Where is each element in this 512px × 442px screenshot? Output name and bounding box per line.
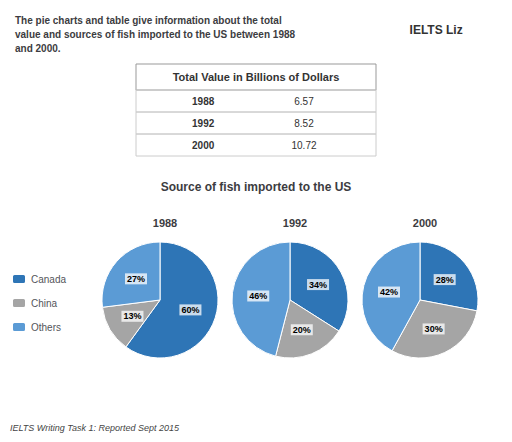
- svg-text:60%: 60%: [181, 305, 199, 315]
- svg-text:10.72: 10.72: [291, 140, 316, 151]
- svg-text:China: China: [31, 298, 58, 309]
- svg-text:2000: 2000: [413, 217, 437, 229]
- svg-text:IELTS Writing Task 1: Reported: IELTS Writing Task 1: Reported Sept 2015: [10, 423, 180, 433]
- svg-text:34%: 34%: [309, 280, 327, 290]
- svg-text:13%: 13%: [123, 311, 141, 321]
- svg-text:Canada: Canada: [31, 274, 66, 285]
- svg-text:28%: 28%: [436, 275, 454, 285]
- svg-text:6.57: 6.57: [294, 96, 314, 107]
- svg-text:1992: 1992: [283, 217, 307, 229]
- svg-text:Source of fish imported to the: Source of fish imported to the US: [161, 180, 352, 194]
- svg-text:The pie charts and table give: The pie charts and table give informatio…: [15, 15, 282, 26]
- svg-text:46%: 46%: [249, 291, 267, 301]
- svg-text:2000: 2000: [192, 140, 215, 151]
- svg-text:value and sources of fish impo: value and sources of fish imported to th…: [15, 29, 296, 40]
- svg-text:20%: 20%: [293, 325, 311, 335]
- svg-text:27%: 27%: [127, 274, 145, 284]
- svg-text:1992: 1992: [192, 118, 215, 129]
- svg-text:1988: 1988: [192, 96, 215, 107]
- svg-text:and 2000.: and 2000.: [15, 43, 61, 54]
- svg-text:8.52: 8.52: [294, 118, 314, 129]
- svg-text:IELTS: IELTS: [410, 23, 446, 37]
- svg-text:42%: 42%: [380, 287, 398, 297]
- svg-text:Liz: Liz: [446, 23, 463, 37]
- svg-text:Total Value in Billions of Dol: Total Value in Billions of Dollars: [173, 71, 340, 83]
- svg-text:30%: 30%: [425, 324, 443, 334]
- svg-text:1988: 1988: [153, 217, 177, 229]
- svg-text:Others: Others: [31, 322, 61, 333]
